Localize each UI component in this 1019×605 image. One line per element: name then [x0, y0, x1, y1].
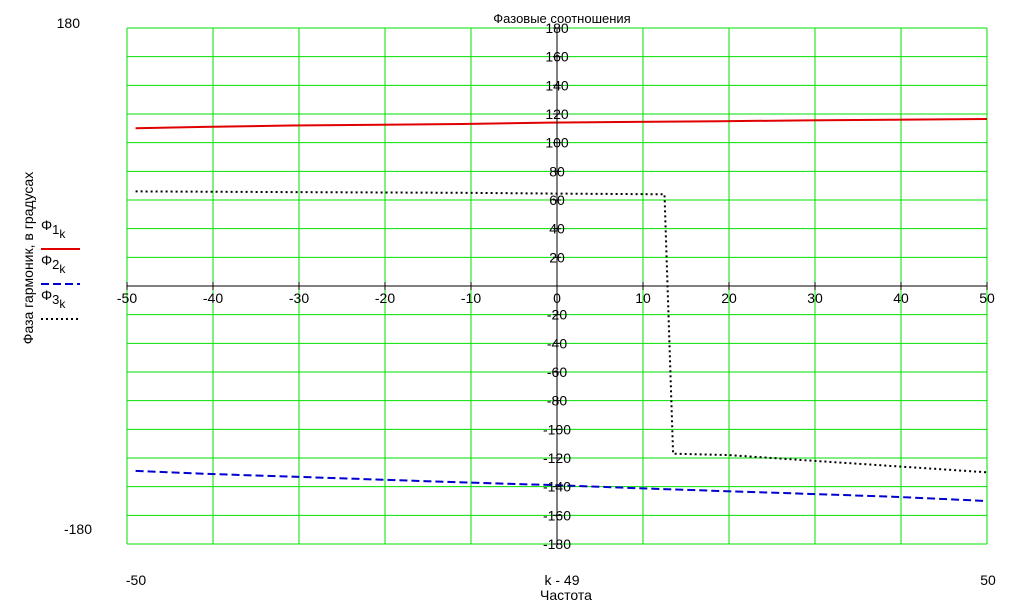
- x-tick-label: 10: [635, 290, 651, 306]
- series-line-3: [135, 190, 988, 474]
- y-tick-label: 20: [549, 249, 565, 265]
- x-tick-label: -30: [289, 290, 309, 306]
- y-tick-label: -120: [543, 450, 571, 466]
- x-tick-label: -20: [375, 290, 395, 306]
- x-axis-label: Частота: [540, 587, 592, 603]
- y-tick-label: 100: [545, 135, 569, 151]
- legend-label-2: Φ2k: [41, 252, 66, 276]
- y-tick-label: 80: [549, 163, 565, 179]
- y-range-min-label: -180: [64, 521, 92, 537]
- y-tick-label: 120: [545, 106, 569, 122]
- x-range-min-label: -50: [126, 572, 146, 588]
- x-tick-label: -10: [461, 290, 481, 306]
- x-tick-label: 40: [893, 290, 909, 306]
- y-axis-label: Фаза гармоник, в градусах: [20, 172, 36, 344]
- legend: Φ1k Φ2k Φ3k: [41, 217, 80, 320]
- x-tick-label: 30: [807, 290, 823, 306]
- y-tick-label: 140: [545, 77, 569, 93]
- axes: -50 -40 -30 -20 -10 0 10 20 30 40 5018016014012010…: [117, 20, 995, 552]
- x-tick-label: 50: [979, 290, 995, 306]
- x-expression-label: k - 49: [544, 572, 579, 588]
- y-range-max-label: 180: [57, 15, 81, 31]
- x-tick-label: -50: [117, 290, 137, 306]
- y-tick-label: -160: [543, 507, 571, 523]
- y-tick-label: 160: [545, 49, 569, 65]
- series-line-1: [135, 118, 988, 130]
- legend-label-3: Φ3k: [41, 287, 66, 311]
- x-tick-label: 20: [721, 290, 737, 306]
- chart-title: Фазовые соотношения: [493, 11, 630, 26]
- x-range-max-label: 50: [980, 572, 996, 588]
- y-tick-label: -180: [543, 536, 571, 552]
- x-tick-label: -40: [203, 290, 223, 306]
- y-tick-label: 180: [545, 20, 569, 36]
- legend-label-1: Φ1k: [41, 217, 66, 241]
- y-tick-label: -20: [547, 307, 567, 323]
- y-tick-label: 60: [549, 192, 565, 208]
- y-tick-label: -100: [543, 421, 571, 437]
- x-tick-label: 0: [553, 290, 561, 306]
- y-tick-label: -140: [543, 479, 571, 495]
- y-tick-label: -80: [547, 393, 567, 409]
- y-tick-label: -40: [547, 335, 567, 351]
- y-tick-label: 40: [549, 221, 565, 237]
- y-tick-label: -60: [547, 364, 567, 380]
